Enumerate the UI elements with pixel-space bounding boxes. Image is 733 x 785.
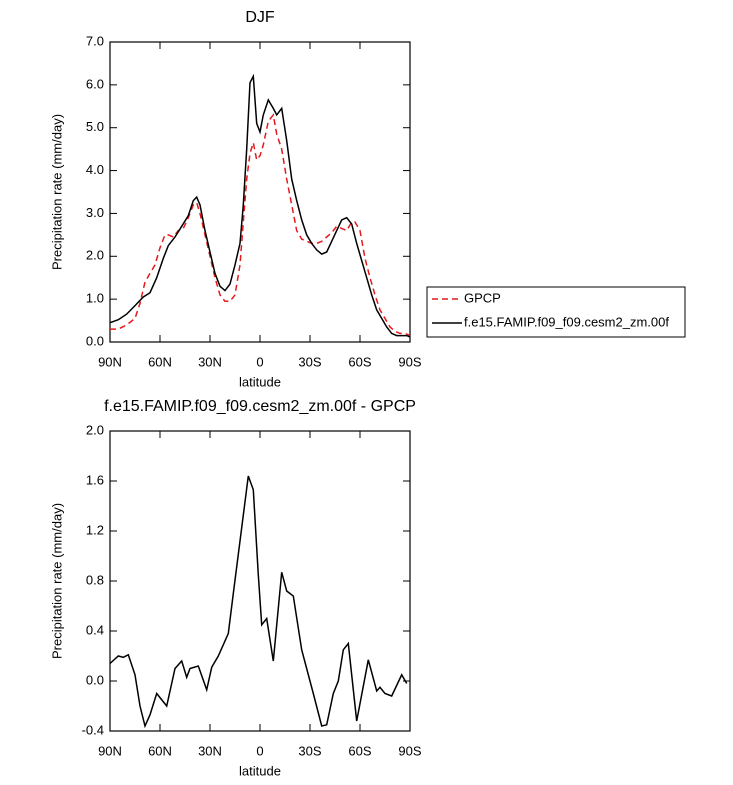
x-tick-label: 90S — [398, 743, 421, 758]
y-tick-label: 0.4 — [86, 622, 104, 637]
x-tick-label: 60N — [148, 743, 172, 758]
legend-box — [426, 286, 686, 338]
y-tick-label: 1.0 — [86, 291, 104, 306]
legend-label: GPCP — [464, 290, 501, 305]
x-axis-label: latitude — [239, 763, 281, 778]
y-tick-label: 2.0 — [86, 248, 104, 263]
y-tick-label: 0.8 — [86, 572, 104, 587]
chart-title: f.e15.FAMIP.f09_f09.cesm2_zm.00f - GPCP — [104, 398, 416, 415]
series-line — [109, 73, 411, 338]
y-axis-label: Precipitation rate (mm/day) — [49, 114, 64, 270]
x-tick-label: 30N — [198, 354, 222, 369]
y-tick-label: 5.0 — [86, 119, 104, 134]
plot-frame — [109, 41, 411, 343]
y-tick-label: 0.0 — [86, 672, 104, 687]
series-line — [110, 113, 411, 337]
y-tick-label: 1.6 — [86, 472, 104, 487]
y-tick-label: 3.0 — [86, 205, 104, 220]
x-tick-label: 30S — [298, 354, 321, 369]
x-tick-label: 60S — [348, 354, 371, 369]
x-tick-label: 90N — [98, 743, 122, 758]
x-tick-label: 90S — [398, 354, 421, 369]
legend-label: f.e15.FAMIP.f09_f09.cesm2_zm.00f — [464, 314, 669, 329]
y-tick-label: 7.0 — [86, 33, 104, 48]
x-tick-label: 30S — [298, 743, 321, 758]
chart-title: DJF — [245, 9, 275, 26]
x-tick-label: 30N — [198, 743, 222, 758]
plot-frame — [109, 430, 411, 732]
y-tick-label: 6.0 — [86, 76, 104, 91]
x-tick-label: 60S — [348, 743, 371, 758]
y-tick-label: 4.0 — [86, 162, 104, 177]
y-tick-label: 2.0 — [86, 422, 104, 437]
x-tick-label: 0 — [256, 743, 263, 758]
x-tick-label: 60N — [148, 354, 172, 369]
y-tick-label: -0.4 — [82, 722, 104, 737]
y-tick-label: 1.2 — [86, 522, 104, 537]
series-line — [109, 475, 408, 729]
x-tick-label: 90N — [98, 354, 122, 369]
y-axis-label: Precipitation rate (mm/day) — [49, 503, 64, 659]
x-axis-label: latitude — [239, 374, 281, 389]
y-tick-label: 0.0 — [86, 333, 104, 348]
x-tick-label: 0 — [256, 354, 263, 369]
